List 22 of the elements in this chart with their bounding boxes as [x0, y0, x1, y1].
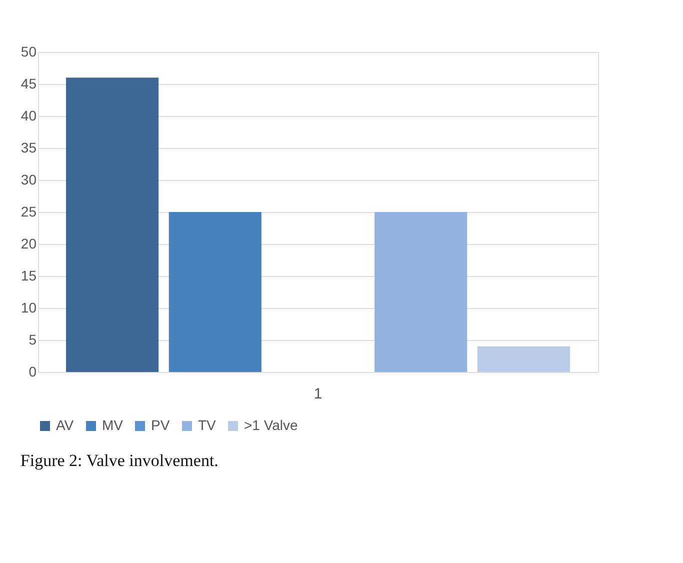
- y-tick-label: 5: [28, 332, 37, 348]
- y-tick-label: 35: [20, 140, 37, 156]
- legend-label: AV: [56, 417, 74, 433]
- legend-label: PV: [151, 417, 170, 433]
- bar: [477, 346, 570, 372]
- y-tick-label: 0: [28, 364, 37, 380]
- y-tick-label: 20: [20, 236, 37, 252]
- y-tick-label: 50: [20, 44, 37, 60]
- y-tick-label: 10: [20, 300, 37, 316]
- legend-label: >1 Valve: [244, 417, 298, 433]
- caption: Figure 2: Valve involvement.: [20, 451, 218, 470]
- x-tick-label: 1: [314, 386, 322, 402]
- bar: [374, 212, 468, 372]
- bar: [168, 212, 262, 372]
- y-tick-label: 30: [20, 172, 37, 188]
- y-tick-label: 45: [20, 76, 37, 92]
- y-tick-label: 15: [20, 268, 37, 284]
- legend-label: TV: [198, 417, 217, 433]
- legend-label: MV: [102, 417, 124, 433]
- bar: [66, 78, 159, 372]
- y-tick-label: 40: [20, 108, 37, 124]
- y-tick-label: 25: [20, 204, 37, 220]
